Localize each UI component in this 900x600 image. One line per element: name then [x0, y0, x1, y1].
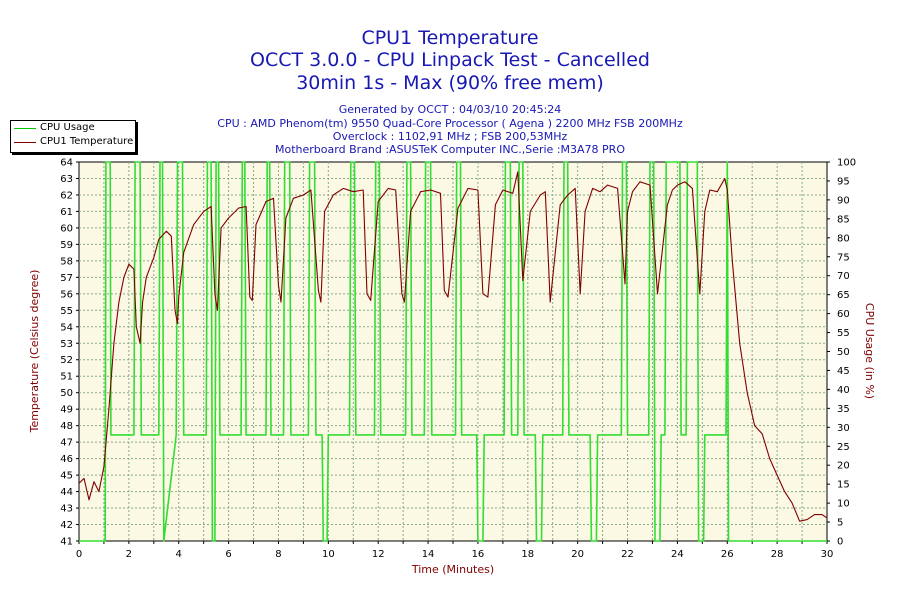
y-left-axis-ticks: 41 42 43 44 45 46 47 48 49 50 51 52 53 54 55 56 57 58 59 60…	[60, 158, 79, 548]
y-left-tick-label: 53	[60, 339, 73, 350]
y-left-tick-label: 46	[60, 454, 73, 465]
y-left-tick-label: 58	[60, 256, 73, 267]
y-left-tick-label: 56	[60, 289, 73, 300]
y-right-tick-label: 35	[837, 404, 850, 415]
cpu-info: CPU : AMD Phenom(tm) 9550 Quad-Core Proc…	[217, 117, 683, 130]
y-right-tick-label: 60	[837, 309, 850, 320]
y-left-tick-label: 61	[60, 207, 73, 218]
y-left-tick-label: 59	[60, 240, 73, 251]
x-tick-label: 8	[275, 549, 281, 560]
y-left-tick-label: 45	[60, 471, 73, 482]
legend-swatch-cpu1-temperature	[14, 141, 36, 143]
chart-title-line-3: 30min 1s - Max (90% free mem)	[296, 72, 604, 94]
y-left-tick-label: 44	[60, 487, 73, 498]
y-left-tick-label: 62	[60, 190, 73, 201]
y-left-tick-label: 43	[60, 504, 73, 515]
overclock-info: Overclock : 1102,91 MHz ; FSB 200,53MHz	[332, 130, 568, 143]
y-right-tick-label: 40	[837, 385, 850, 396]
chart-legend: CPU Usage CPU1 Temperature	[10, 120, 136, 153]
y-left-tick-label: 55	[60, 306, 73, 317]
x-tick-label: 20	[571, 549, 584, 560]
y-right-tick-label: 55	[837, 328, 850, 339]
y-left-tick-label: 48	[60, 421, 73, 432]
y-right-tick-label: 50	[837, 347, 850, 358]
x-tick-label: 24	[671, 549, 684, 560]
x-axis-label: Time (Minutes)	[411, 563, 494, 576]
y-right-tick-label: 15	[837, 480, 850, 491]
x-tick-label: 26	[721, 549, 734, 560]
chart-title-line-1: CPU1 Temperature	[361, 27, 539, 49]
y-right-tick-label: 5	[837, 518, 843, 529]
x-tick-label: 0	[76, 549, 82, 560]
x-axis-ticks: 0 2 4 6 8 10 12 14 16 18 20 22 24 26 28 30	[76, 541, 834, 560]
motherboard-info: Motherboard Brand :ASUSTeK Computer INC.…	[275, 143, 625, 156]
y-right-axis-ticks: 0 5 10 15 20 25 30 35 40 45 50 55 60 65 70 75 80 85 90 95 10…	[827, 158, 856, 548]
legend-label-cpu1-temperature: CPU1 Temperature	[40, 136, 134, 147]
x-tick-label: 18	[521, 549, 534, 560]
y-left-tick-label: 47	[60, 438, 73, 449]
y-left-tick-label: 41	[60, 537, 73, 548]
legend-label-cpu-usage: CPU Usage	[40, 122, 95, 133]
y-right-tick-label: 30	[837, 423, 850, 434]
y-right-tick-label: 85	[837, 214, 850, 225]
y-right-tick-label: 0	[837, 537, 843, 548]
y-left-tick-label: 50	[60, 388, 73, 399]
legend-item-cpu1-temperature: CPU1 Temperature	[11, 135, 135, 149]
y-left-tick-label: 52	[60, 355, 73, 366]
y-right-tick-label: 100	[837, 158, 856, 169]
x-tick-label: 6	[225, 549, 231, 560]
series-layer	[78, 161, 828, 542]
y-left-tick-label: 57	[60, 273, 73, 284]
x-tick-label: 16	[472, 549, 485, 560]
y-left-tick-label: 51	[60, 372, 73, 383]
series-line-cpu1-temperature	[78, 171, 828, 522]
y-left-tick-label: 49	[60, 405, 73, 416]
y-left-tick-label: 64	[60, 158, 73, 169]
y-right-tick-label: 45	[837, 366, 850, 377]
x-tick-label: 28	[771, 549, 784, 560]
y-left-tick-label: 60	[60, 223, 73, 234]
x-tick-label: 22	[621, 549, 634, 560]
x-tick-label: 12	[372, 549, 385, 560]
y-right-tick-label: 90	[837, 195, 850, 206]
y-right-tick-label: 95	[837, 176, 850, 187]
x-tick-label: 30	[821, 549, 834, 560]
y-right-tick-label: 20	[837, 461, 850, 472]
x-tick-label: 4	[176, 549, 182, 560]
y-left-tick-label: 63	[60, 174, 73, 185]
chart-title-line-2: OCCT 3.0.0 - CPU Linpack Test - Cancelle…	[250, 49, 650, 71]
x-tick-label: 2	[126, 549, 132, 560]
x-tick-label: 10	[322, 549, 335, 560]
legend-swatch-cpu-usage	[14, 127, 36, 129]
x-tick-label: 14	[422, 549, 435, 560]
y-right-tick-label: 65	[837, 290, 850, 301]
y-right-tick-label: 70	[837, 271, 850, 282]
generated-info: Generated by OCCT : 04/03/10 20:45:24	[338, 103, 562, 116]
legend-item-cpu-usage: CPU Usage	[11, 121, 135, 135]
y-left-tick-label: 42	[60, 520, 73, 531]
y-right-tick-label: 75	[837, 252, 850, 263]
y-right-tick-label: 10	[837, 499, 850, 510]
y-left-tick-label: 54	[60, 322, 73, 333]
y-axis-right-label: CPU Usage (in %)	[863, 303, 876, 399]
y-right-tick-label: 80	[837, 233, 850, 244]
y-axis-left-label: Temperature (Celsius degree)	[28, 270, 41, 434]
series-line-cpu-usage	[79, 161, 827, 542]
y-right-tick-label: 25	[837, 442, 850, 453]
